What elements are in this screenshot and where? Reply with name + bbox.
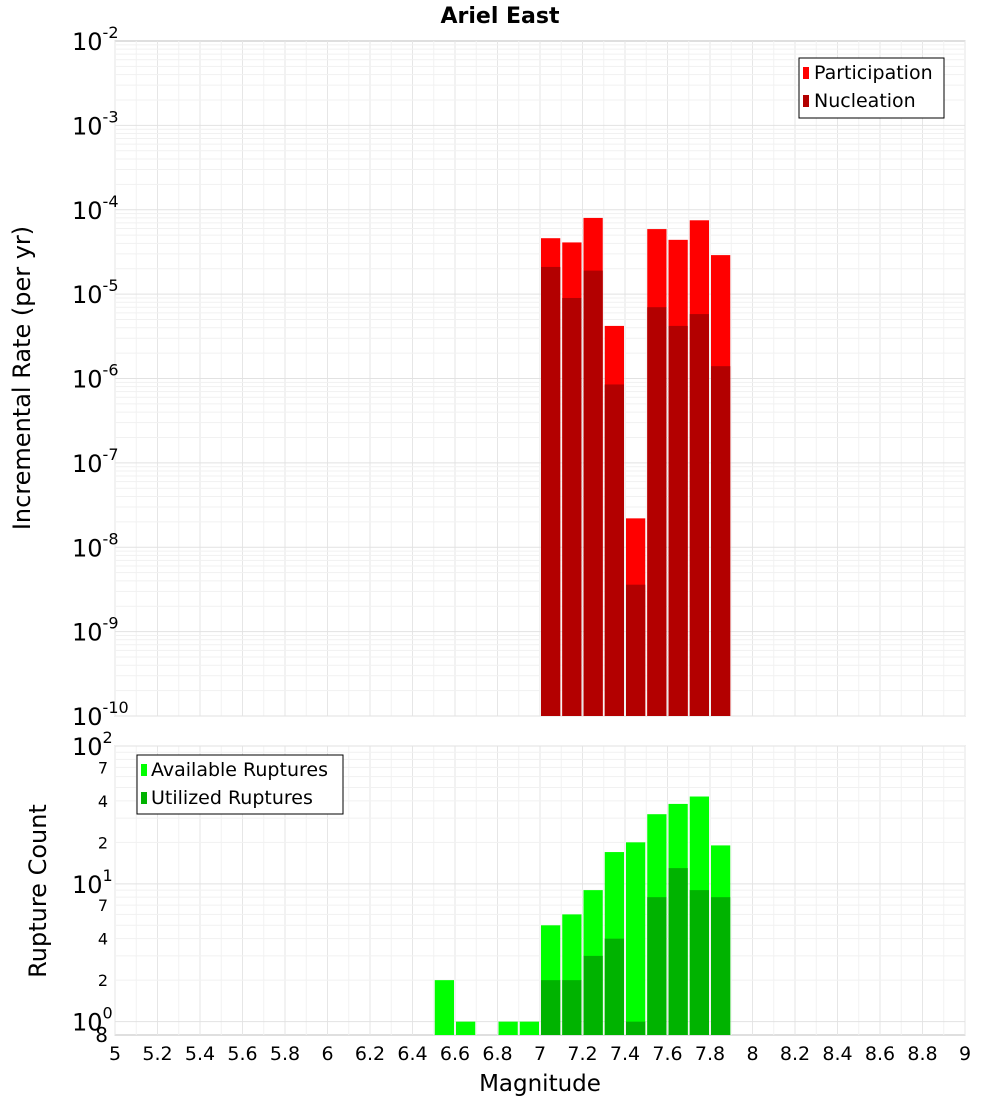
rate-y-tick-label: 10-2: [72, 23, 119, 56]
bar-utilized-ruptures-7.15: [562, 980, 582, 1035]
x-tick-label: 6: [321, 1043, 333, 1065]
x-tick-label: 7.4: [610, 1043, 640, 1065]
rate-legend-box: [798, 57, 945, 119]
x-tick-label: 7.8: [695, 1043, 725, 1065]
x-tick-label: 6.8: [482, 1043, 512, 1065]
rate-y-tick-label: 10-4: [72, 192, 119, 225]
rate-y-tick-label: 10-3: [72, 107, 119, 140]
legend-label-participation: Participation: [814, 62, 933, 84]
x-tick-label: 8.2: [780, 1043, 810, 1065]
bar-available-ruptures-7.45: [626, 842, 646, 1035]
x-tick-label: 6.2: [355, 1043, 385, 1065]
bar-nucleation-7.85: [711, 366, 731, 716]
x-tick-label: 8.4: [822, 1043, 852, 1065]
legend-label-nucleation: Nucleation: [814, 90, 916, 112]
bar-utilized-ruptures-7.85: [711, 897, 731, 1035]
rate-y-tick-label: 10-5: [72, 276, 119, 309]
x-tick-label: 5.2: [142, 1043, 172, 1065]
count-y-tick-label: 2: [98, 833, 108, 852]
count-legend-box: [136, 754, 344, 815]
x-tick-label: 9: [959, 1043, 971, 1065]
legend-swatch-available-ruptures: [141, 764, 147, 776]
x-tick-label: 7.6: [652, 1043, 682, 1065]
x-tick-label: 6.4: [397, 1043, 427, 1065]
count-y-tick-label: 4: [98, 792, 108, 811]
bar-nucleation-7.75: [689, 314, 709, 716]
x-tick-label: 5.8: [270, 1043, 300, 1065]
rate-y-tick-label: 10-8: [72, 529, 119, 562]
count-y-axis-corner-label: 8: [95, 1023, 108, 1047]
bar-nucleation-7.25: [583, 270, 603, 716]
bar-nucleation-7.55: [647, 307, 667, 716]
bar-nucleation-7.35: [604, 384, 624, 716]
legend-swatch-nucleation: [803, 95, 809, 107]
rate-legend: Participation Nucleation: [798, 57, 945, 119]
x-tick-label: 5.4: [185, 1043, 215, 1065]
count-y-tick-label: 100: [72, 1004, 113, 1037]
count-bars: [434, 796, 731, 1035]
bar-nucleation-7.05: [541, 266, 561, 716]
rate-y-tick-label: 10-7: [72, 445, 119, 478]
count-legend: Available Ruptures Utilized Ruptures: [136, 754, 344, 815]
rate-y-tick-label: 10-10: [72, 698, 129, 731]
bar-utilized-ruptures-7.55: [647, 897, 667, 1035]
rate-plot: 10-10 10-9 10-8 10-7 10-6 10-5 10-4 10-3 10-2 In…: [8, 23, 966, 731]
count-y-tick-label: 2: [98, 971, 108, 990]
x-tick-label: 8.6: [865, 1043, 895, 1065]
bar-utilized-ruptures-7.35: [604, 938, 624, 1035]
count-y-axis-label: Rupture Count: [24, 804, 52, 978]
x-tick-label: 8.8: [907, 1043, 937, 1065]
x-tick-label: 5.6: [227, 1043, 257, 1065]
count-y-tick-label: 101: [72, 866, 113, 899]
legend-swatch-utilized-ruptures: [141, 792, 147, 804]
bar-available-ruptures-6.95: [519, 1021, 539, 1035]
count-y-tick-label: 4: [98, 930, 108, 949]
rate-y-tick-label: 10-9: [72, 614, 119, 647]
bar-utilized-ruptures-7.75: [689, 890, 709, 1035]
x-tick-label: 5: [109, 1043, 121, 1065]
x-tick-label: 7: [534, 1043, 546, 1065]
x-tick-label: 8: [746, 1043, 758, 1065]
rate-y-axis-label: Incremental Rate (per yr): [8, 226, 36, 530]
bar-nucleation-7.15: [562, 297, 582, 716]
bar-utilized-ruptures-7.05: [541, 980, 561, 1035]
rate-bars: [541, 217, 731, 717]
bar-available-ruptures-6.65: [456, 1021, 476, 1035]
count-y-tick-label: 7: [98, 896, 108, 915]
rate-y-tick-label: 10-6: [72, 361, 119, 394]
bar-available-ruptures-6.85: [498, 1021, 518, 1035]
x-tick-label: 6.6: [440, 1043, 470, 1065]
bar-utilized-ruptures-7.65: [668, 868, 688, 1035]
magnitude-x-axis-ticks: 5 5.2 5.4 5.6 5.8 6 6.2 6.4 6.6 6.8 7 7.2 7.4 7.6 7.8 8…: [109, 1043, 971, 1065]
magnitude-x-axis-label: Magnitude: [479, 1071, 601, 1097]
rate-y-axis-ticks: 10-10 10-9 10-8 10-7 10-6 10-5 10-4 10-3 10-2: [72, 23, 129, 731]
bar-utilized-ruptures-7.45: [626, 1021, 646, 1035]
x-tick-label: 7.2: [567, 1043, 597, 1065]
bar-nucleation-7.45: [626, 584, 646, 716]
legend-swatch-participation: [803, 67, 809, 79]
chart-title: Ariel East: [440, 4, 560, 29]
legend-label-utilized-ruptures: Utilized Ruptures: [151, 787, 313, 809]
bar-utilized-ruptures-7.25: [583, 955, 603, 1035]
count-y-tick-label: 102: [72, 728, 113, 761]
rate-gridlines: [114, 41, 966, 717]
count-y-tick-label: 7: [98, 758, 108, 777]
bar-available-ruptures-6.55: [434, 980, 454, 1035]
legend-label-available-ruptures: Available Ruptures: [151, 759, 328, 781]
bar-nucleation-7.65: [668, 325, 688, 716]
